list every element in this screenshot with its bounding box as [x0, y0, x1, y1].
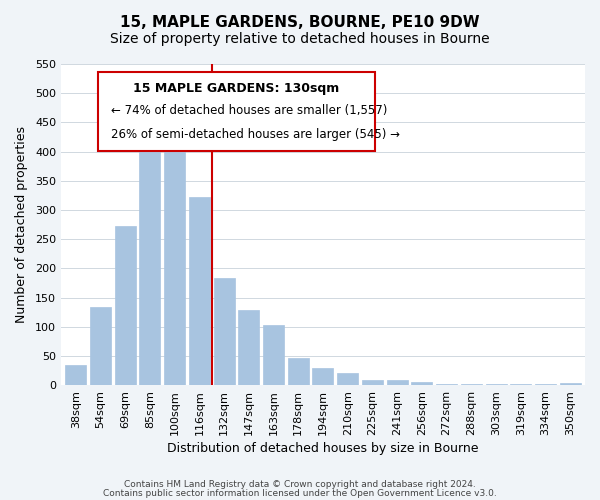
Bar — [461, 384, 482, 385]
Bar — [214, 278, 235, 385]
Bar — [263, 325, 284, 385]
Bar — [189, 196, 210, 385]
Y-axis label: Number of detached properties: Number of detached properties — [15, 126, 28, 323]
Bar — [164, 148, 185, 385]
X-axis label: Distribution of detached houses by size in Bourne: Distribution of detached houses by size … — [167, 442, 479, 455]
Text: ← 74% of detached houses are smaller (1,557): ← 74% of detached houses are smaller (1,… — [111, 104, 387, 117]
Bar — [535, 384, 556, 385]
Text: Contains public sector information licensed under the Open Government Licence v3: Contains public sector information licen… — [103, 488, 497, 498]
Bar — [510, 384, 531, 385]
Text: Contains HM Land Registry data © Crown copyright and database right 2024.: Contains HM Land Registry data © Crown c… — [124, 480, 476, 489]
Bar — [90, 308, 111, 385]
Bar — [485, 384, 506, 385]
Bar — [115, 226, 136, 385]
Bar — [139, 132, 160, 385]
Bar — [337, 374, 358, 385]
Text: 26% of semi-detached houses are larger (545) →: 26% of semi-detached houses are larger (… — [111, 128, 400, 141]
Bar — [65, 364, 86, 385]
Bar — [238, 310, 259, 385]
FancyBboxPatch shape — [98, 72, 376, 150]
Bar — [436, 384, 457, 385]
Text: Size of property relative to detached houses in Bourne: Size of property relative to detached ho… — [110, 32, 490, 46]
Bar — [560, 382, 581, 385]
Bar — [313, 368, 334, 385]
Bar — [386, 380, 407, 385]
Bar — [288, 358, 309, 385]
Bar — [362, 380, 383, 385]
Text: 15 MAPLE GARDENS: 130sqm: 15 MAPLE GARDENS: 130sqm — [133, 82, 340, 94]
Text: 15, MAPLE GARDENS, BOURNE, PE10 9DW: 15, MAPLE GARDENS, BOURNE, PE10 9DW — [120, 15, 480, 30]
Bar — [412, 382, 433, 385]
